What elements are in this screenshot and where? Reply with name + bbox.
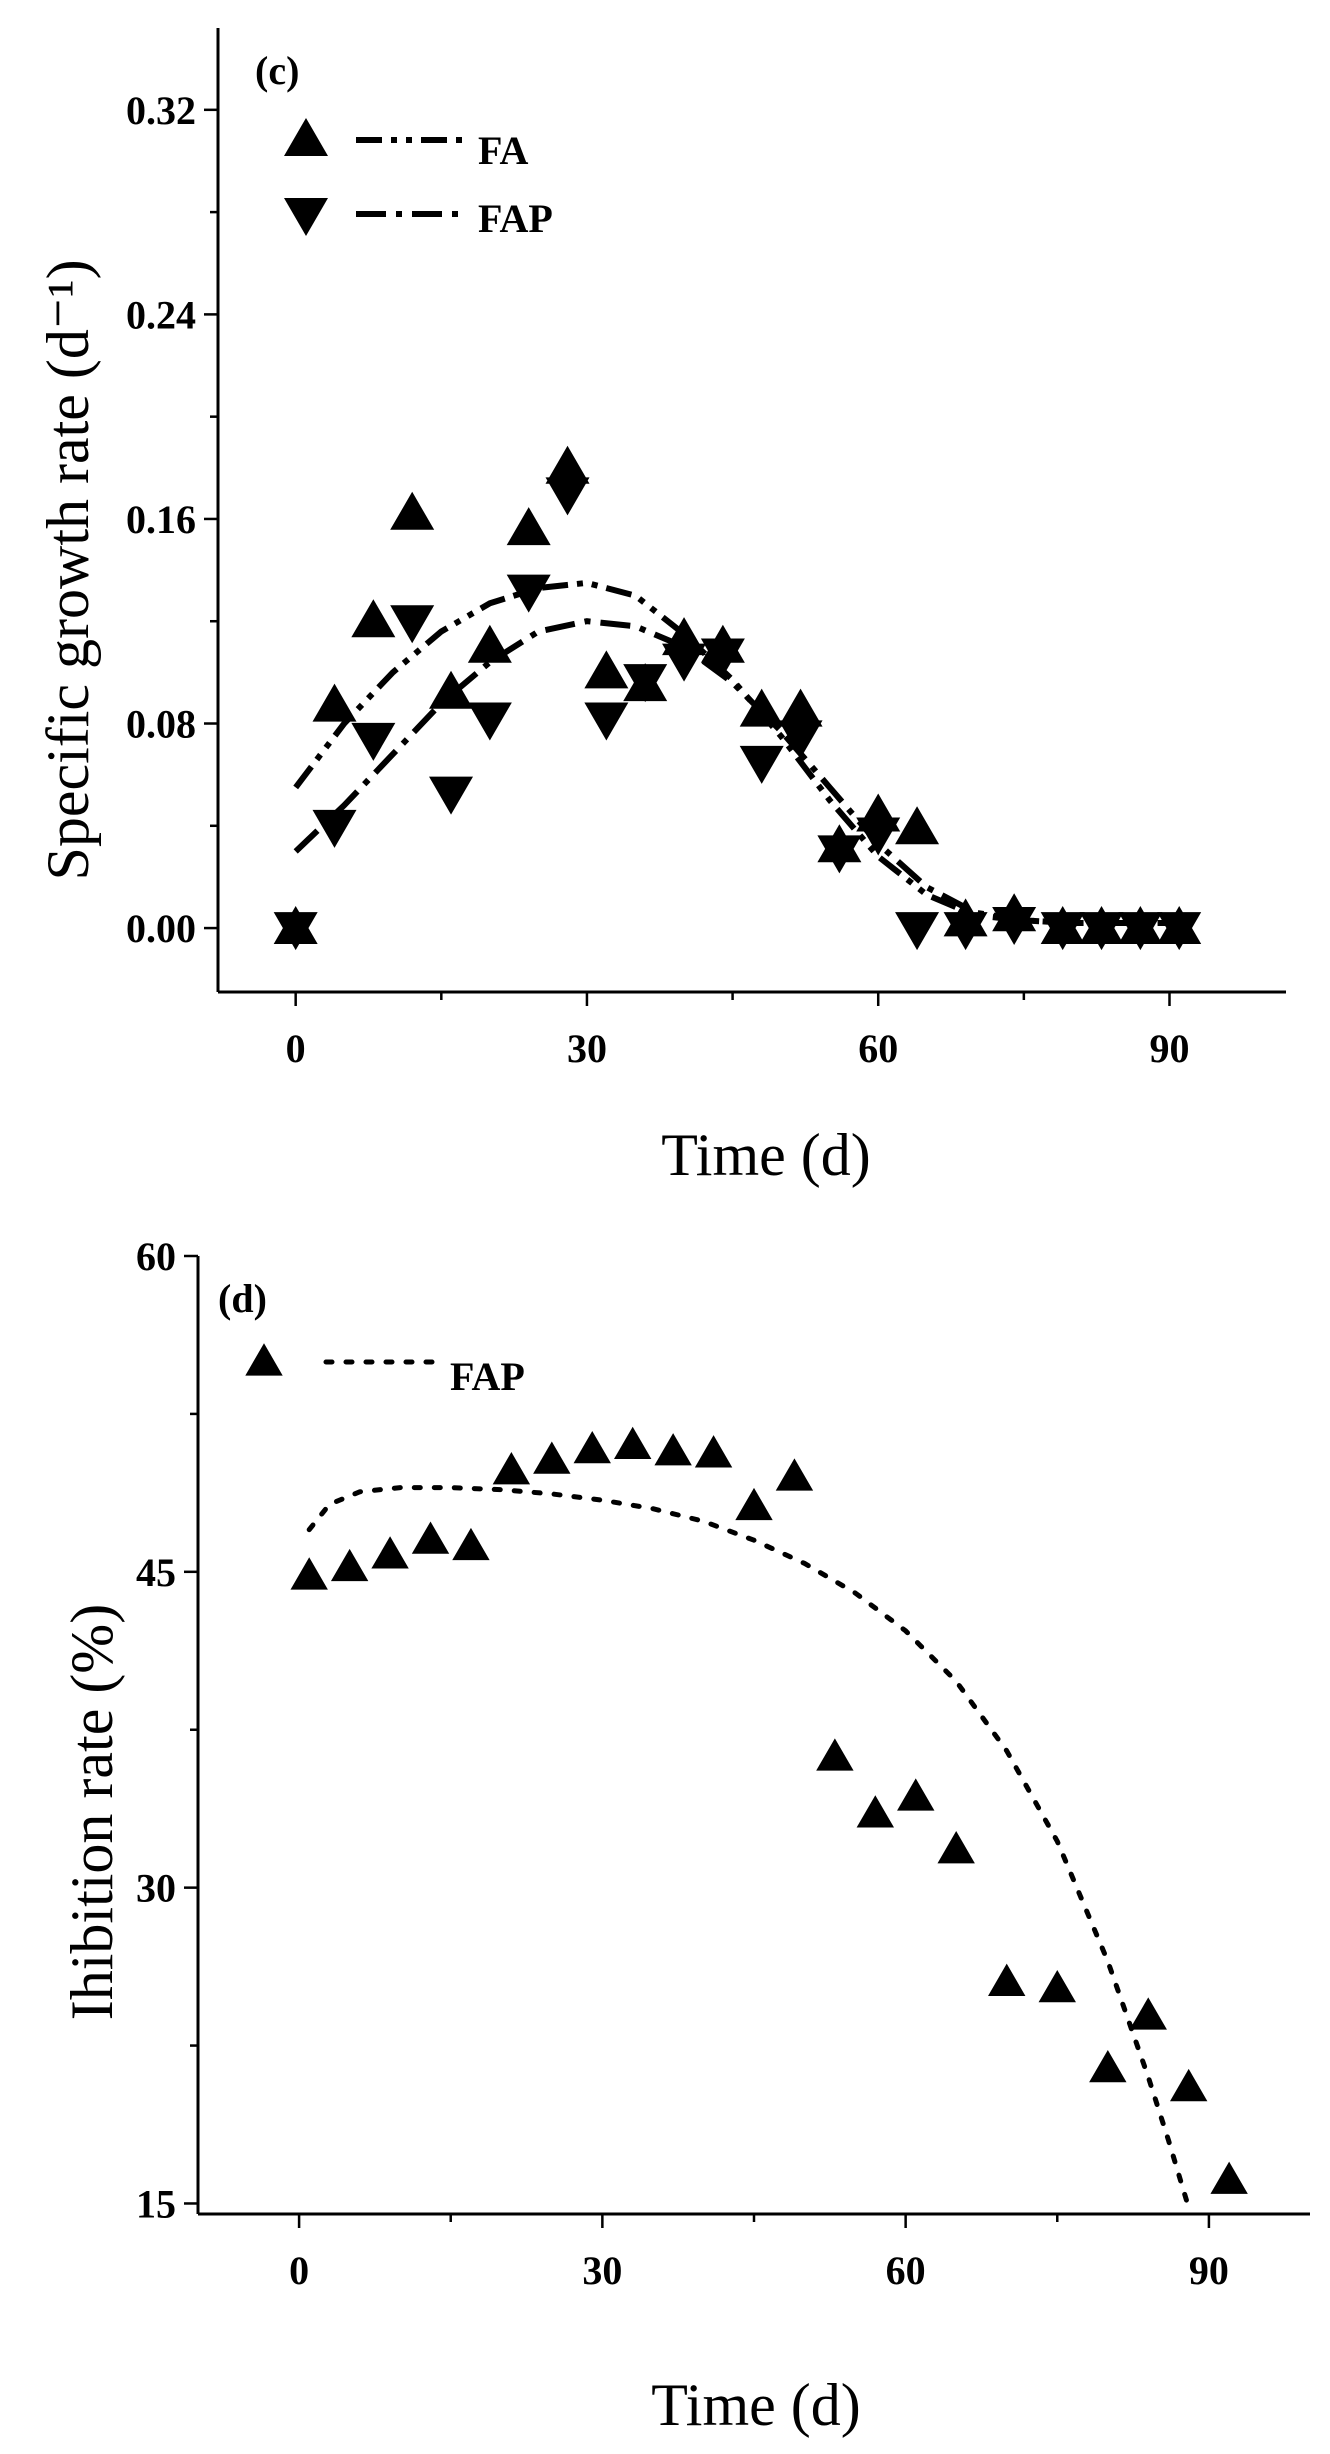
data-point-fa — [429, 670, 474, 709]
data-point-fap — [492, 1452, 531, 1485]
data-point-fap — [735, 1487, 773, 1521]
data-point-fa — [312, 683, 357, 722]
data-point-fap — [694, 1435, 733, 1468]
y-tick-label: 0.24 — [126, 292, 196, 337]
y-tick-label: 45 — [136, 1550, 176, 1595]
data-point-fap — [1169, 2068, 1208, 2102]
data-point-fap — [390, 605, 435, 644]
panel-c-legend: FA FAP — [478, 128, 553, 241]
legend-marker-fap — [245, 1343, 283, 1376]
panel-d-x-axis-title: Time (d) — [651, 2372, 860, 2438]
x-tick-label: 0 — [289, 2248, 309, 2293]
fit-line-fap — [293, 618, 1170, 926]
y-tick-label: 30 — [136, 1866, 176, 1911]
panel-c-label: (c) — [255, 48, 299, 93]
y-tick-label: 0.00 — [126, 906, 196, 951]
y-tick-label: 15 — [136, 2181, 176, 2226]
x-tick-label: 0 — [286, 1026, 306, 1071]
panel-c-x-axis-title: Time (d) — [661, 1122, 870, 1188]
legend-marker-fap — [284, 198, 328, 237]
data-point-fap — [775, 1458, 814, 1491]
panel-c-y-axis-title: Specific growth rate (d⁻¹) — [35, 259, 101, 880]
data-point-fap — [411, 1521, 450, 1554]
data-point-fap — [739, 745, 784, 784]
legend-marker-fa — [284, 117, 328, 156]
data-point-fap — [816, 1738, 854, 1771]
data-point-fap — [897, 1778, 935, 1811]
y-tick-label: 60 — [136, 1234, 176, 1279]
data-point-fap — [817, 835, 862, 874]
data-point-fa — [467, 624, 512, 663]
legend-label-fap: FAP — [478, 196, 553, 241]
data-point-fa — [778, 688, 823, 727]
x-tick-label: 30 — [582, 2248, 622, 2293]
data-point-fap — [506, 574, 551, 613]
data-point-fap — [856, 817, 901, 856]
data-point-fa — [584, 650, 629, 689]
data-point-fap — [1129, 1997, 1167, 2030]
x-tick-label: 90 — [1149, 1026, 1189, 1071]
data-point-fap — [1089, 2049, 1127, 2083]
data-point-fap — [992, 907, 1037, 946]
data-point-fa — [351, 599, 396, 638]
data-point-fap — [429, 776, 474, 815]
data-point-fap — [654, 1433, 692, 1466]
panel-d-plot-layer: 0 30 60 90 15 30 45 60 — [136, 1234, 1310, 2293]
data-point-fap — [700, 638, 745, 677]
panel-d-inhibition-rate-chart: (d) 0 30 60 90 15 30 45 60 Time (d) Ihibition r… — [59, 1234, 1310, 2438]
data-point-fap — [452, 1527, 490, 1561]
x-tick-label: 90 — [1189, 2248, 1229, 2293]
panel-c-plot-layer: 0 30 60 90 0.00 0.08 0.16 0.24 0.32 — [126, 28, 1286, 1071]
data-point-fa — [545, 445, 590, 484]
data-point-fap — [1157, 912, 1202, 951]
data-point-fap — [273, 912, 318, 951]
data-point-fap — [545, 477, 590, 516]
y-tick-label: 0.16 — [126, 497, 196, 542]
data-point-fap — [623, 664, 668, 703]
data-point-fap — [1038, 1969, 1076, 2003]
panel-d-legend: FAP — [450, 1354, 525, 1399]
legend-label-fa: FA — [478, 128, 528, 173]
fit-line-fap — [306, 1485, 1192, 2211]
data-point-fap — [895, 912, 940, 951]
data-point-fap — [662, 643, 707, 682]
data-point-fap — [351, 722, 396, 761]
data-point-fap — [573, 1430, 611, 1464]
data-point-fap — [330, 1548, 369, 1582]
data-point-fa — [506, 507, 551, 546]
x-tick-label: 30 — [567, 1026, 607, 1071]
y-tick-label: 0.32 — [126, 88, 196, 133]
data-point-fap — [1118, 912, 1163, 951]
data-point-fap — [937, 1831, 975, 1864]
panel-d-y-axis-title: Ihibition rate (%) — [59, 1604, 125, 2021]
data-point-fap — [943, 912, 988, 951]
data-point-fap — [533, 1441, 571, 1474]
data-point-fap — [290, 1557, 328, 1590]
x-tick-label: 60 — [886, 2248, 926, 2293]
y-tick-label: 0.08 — [126, 702, 196, 747]
data-point-fap — [1079, 912, 1124, 951]
data-point-fap — [467, 702, 512, 741]
panel-d-label: (d) — [218, 1276, 267, 1321]
data-point-fa — [390, 491, 435, 530]
data-point-fap — [1210, 2161, 1248, 2194]
data-point-fap — [988, 1963, 1026, 1996]
data-point-fap — [371, 1536, 409, 1569]
fit-line-fa — [293, 579, 1170, 926]
data-point-fap — [613, 1426, 652, 1460]
data-point-fap — [778, 720, 823, 759]
legend-label-fap-d: FAP — [450, 1354, 525, 1399]
x-tick-label: 60 — [858, 1026, 898, 1071]
data-point-fap — [584, 702, 629, 741]
data-point-fap — [1040, 912, 1085, 951]
panel-c-growth-rate-chart: (c) 0 30 60 90 0.00 0.08 0.16 0.24 0.32 Time (d)… — [35, 28, 1286, 1188]
data-point-fap — [856, 1795, 895, 1828]
data-point-fa — [895, 806, 940, 845]
data-point-fap — [312, 809, 357, 848]
